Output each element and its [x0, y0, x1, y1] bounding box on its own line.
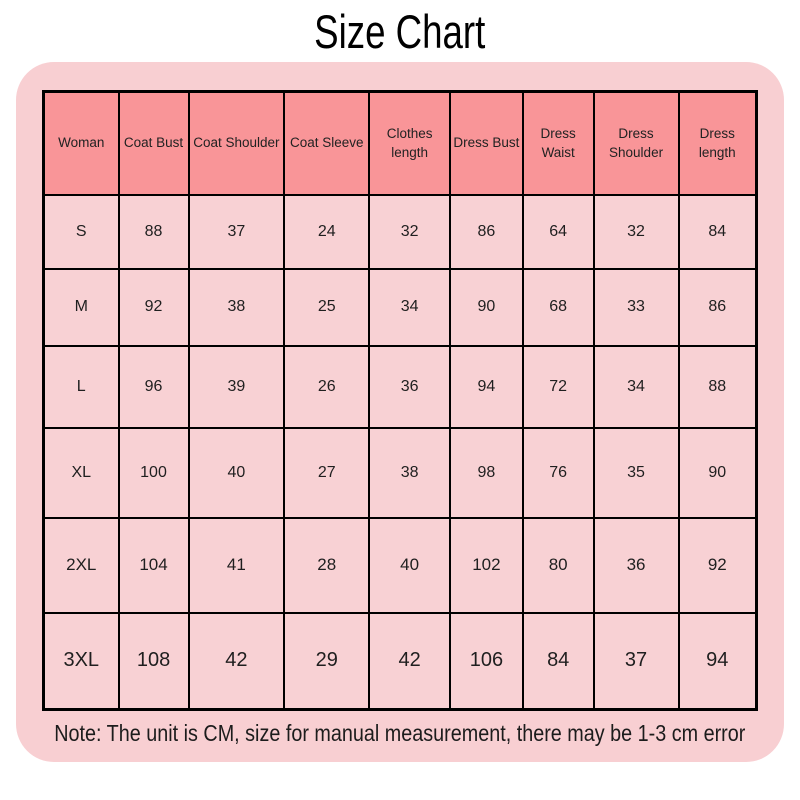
- value-cell: 37: [592, 611, 680, 711]
- value-cell: 80: [521, 516, 595, 614]
- size-cell: S: [42, 193, 120, 270]
- value-cell: 92: [677, 516, 758, 614]
- size-table: Woman Coat Bust Coat Shoulder Coat Sleeve Cl…: [42, 90, 758, 711]
- value-cell: 35: [592, 426, 680, 519]
- value-cell: 39: [187, 344, 286, 429]
- table-row: M 92 38 25 34 90 68 33 86: [42, 267, 758, 347]
- header-cell: Dress Shoulder: [592, 90, 680, 196]
- measurement-note-text: Note: The unit is CM, size for manual me…: [54, 720, 746, 747]
- value-cell: 42: [368, 611, 451, 711]
- value-cell: 37: [187, 193, 286, 270]
- value-cell: 25: [283, 267, 371, 347]
- header-row: Woman Coat Bust Coat Shoulder Coat Sleeve Cl…: [42, 90, 758, 196]
- value-cell: 38: [187, 267, 286, 347]
- header-cell: Coat Sleeve: [283, 90, 371, 196]
- value-cell: 36: [592, 516, 680, 614]
- value-cell: 98: [448, 426, 524, 519]
- value-cell: 100: [117, 426, 190, 519]
- value-cell: 33: [592, 267, 680, 347]
- value-cell: 34: [368, 267, 451, 347]
- table-row: 2XL 104 41 28 40 102 80 36 92: [42, 516, 758, 614]
- value-cell: 102: [448, 516, 524, 614]
- value-cell: 29: [283, 611, 371, 711]
- value-cell: 96: [117, 344, 190, 429]
- value-cell: 86: [448, 193, 524, 270]
- header-cell: Coat Bust: [117, 90, 190, 196]
- value-cell: 88: [117, 193, 190, 270]
- value-cell: 94: [677, 611, 758, 711]
- size-cell: M: [42, 267, 120, 347]
- value-cell: 32: [368, 193, 451, 270]
- size-cell: 2XL: [42, 516, 120, 614]
- value-cell: 72: [521, 344, 595, 429]
- header-cell: Clothes length: [368, 90, 451, 196]
- value-cell: 42: [187, 611, 286, 711]
- header-cell: Coat Shoulder: [187, 90, 286, 196]
- value-cell: 41: [187, 516, 286, 614]
- value-cell: 38: [368, 426, 451, 519]
- table-header: Woman Coat Bust Coat Shoulder Coat Sleeve Cl…: [42, 90, 758, 196]
- value-cell: 92: [117, 267, 190, 347]
- table-row: L 96 39 26 36 94 72 34 88: [42, 344, 758, 429]
- size-cell: L: [42, 344, 120, 429]
- value-cell: 27: [283, 426, 371, 519]
- size-cell: 3XL: [42, 611, 120, 711]
- value-cell: 108: [117, 611, 190, 711]
- page-title-text: Size Chart: [314, 4, 486, 58]
- header-cell: Dress Waist: [521, 90, 595, 196]
- value-cell: 84: [521, 611, 595, 711]
- page-title: Size Chart: [0, 0, 800, 62]
- header-cell: Dress length: [677, 90, 758, 196]
- table-row: 3XL 108 42 29 42 106 84 37 94: [42, 611, 758, 711]
- size-cell: XL: [42, 426, 120, 519]
- value-cell: 84: [677, 193, 758, 270]
- value-cell: 90: [448, 267, 524, 347]
- value-cell: 40: [187, 426, 286, 519]
- value-cell: 40: [368, 516, 451, 614]
- table-body: S 88 37 24 32 86 64 32 84 M 92 38 25 34 90 68 33 86 L 96 39 2…: [42, 193, 758, 711]
- table-row: XL 100 40 27 38 98 76 35 90: [42, 426, 758, 519]
- header-cell: Dress Bust: [448, 90, 524, 196]
- value-cell: 28: [283, 516, 371, 614]
- value-cell: 86: [677, 267, 758, 347]
- value-cell: 88: [677, 344, 758, 429]
- value-cell: 76: [521, 426, 595, 519]
- value-cell: 104: [117, 516, 190, 614]
- measurement-note: Note: The unit is CM, size for manual me…: [16, 720, 784, 748]
- value-cell: 94: [448, 344, 524, 429]
- value-cell: 24: [283, 193, 371, 270]
- value-cell: 106: [448, 611, 524, 711]
- header-cell: Woman: [42, 90, 120, 196]
- value-cell: 68: [521, 267, 595, 347]
- table-row: S 88 37 24 32 86 64 32 84: [42, 193, 758, 270]
- value-cell: 64: [521, 193, 595, 270]
- value-cell: 36: [368, 344, 451, 429]
- value-cell: 90: [677, 426, 758, 519]
- value-cell: 26: [283, 344, 371, 429]
- value-cell: 32: [592, 193, 680, 270]
- value-cell: 34: [592, 344, 680, 429]
- size-chart-card: Woman Coat Bust Coat Shoulder Coat Sleeve Cl…: [16, 62, 784, 762]
